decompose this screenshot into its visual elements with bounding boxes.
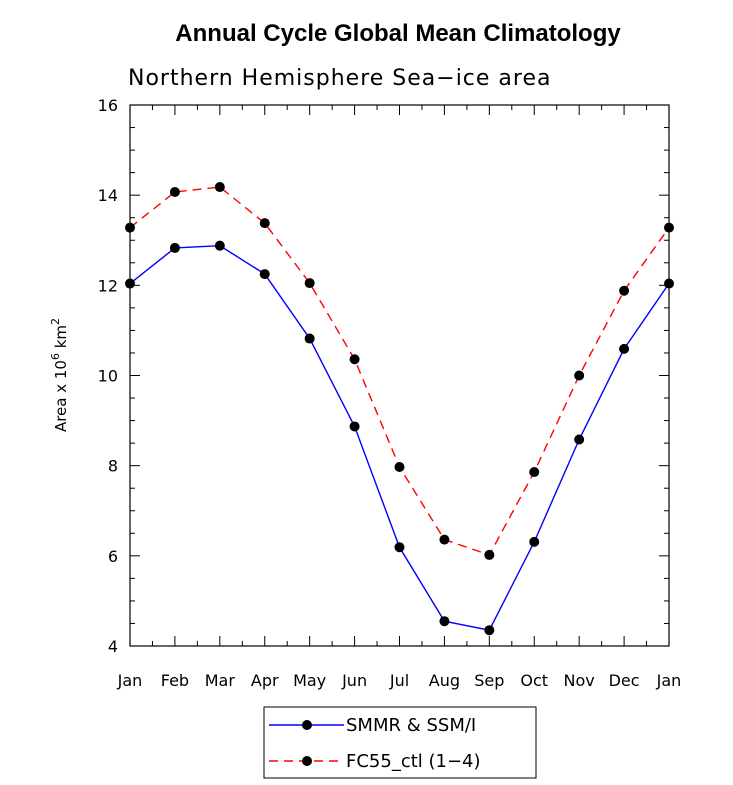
x-tick-label: Jan — [117, 671, 143, 690]
x-tick-label: Jun — [341, 671, 367, 690]
x-tick-label: Dec — [609, 671, 640, 690]
x-tick-label: Feb — [161, 671, 189, 690]
x-tick-label: Aug — [429, 671, 460, 690]
legend-box — [263, 706, 537, 779]
data-point-1 — [484, 549, 495, 560]
data-point-0 — [529, 536, 540, 547]
x-tick-label: Jul — [389, 671, 409, 690]
data-point-0 — [169, 242, 180, 253]
x-tick-label: Mar — [205, 671, 236, 690]
legend-marker-smmr — [302, 720, 312, 730]
data-point-0 — [304, 333, 315, 344]
x-tick-label: Jan — [656, 671, 682, 690]
data-point-0 — [664, 278, 674, 289]
data-point-1 — [304, 278, 315, 289]
y-tick-label: 12 — [98, 276, 118, 295]
y-tick-label: 6 — [108, 547, 118, 566]
chart-subtitle: Northern Hemisphere Sea−ice area — [128, 66, 552, 91]
y-axis-label: Area x 106 km2 — [49, 318, 70, 432]
data-point-0 — [125, 278, 135, 289]
y-tick-label: 10 — [98, 367, 118, 386]
data-point-0 — [439, 616, 450, 627]
plot-frame — [129, 104, 670, 647]
data-point-0 — [349, 421, 360, 432]
legend-marker-fc55 — [302, 756, 312, 766]
y-tick-label: 16 — [98, 96, 118, 115]
y-tick-label: 4 — [108, 637, 118, 656]
data-point-0 — [214, 240, 225, 251]
data-point-1 — [259, 218, 270, 229]
data-point-0 — [619, 343, 630, 354]
chart-title: Annual Cycle Global Mean Climatology — [175, 20, 621, 47]
y-tick-label: 8 — [108, 457, 118, 476]
x-tick-label: Sep — [474, 671, 504, 690]
data-point-0 — [259, 269, 270, 280]
series-line-1 — [129, 186, 670, 556]
data-point-1 — [394, 462, 405, 473]
y-tick-label: 14 — [98, 186, 118, 205]
series-layer — [125, 182, 674, 636]
axes: 4 6 8 10 12 14 16 Jan Feb Mar Apr May Jun Jul Aug Sep Oc… — [98, 96, 682, 690]
x-tick-label: Oct — [520, 671, 548, 690]
data-point-1 — [664, 222, 674, 233]
data-point-1 — [574, 370, 585, 381]
series-line-0 — [129, 244, 670, 632]
data-point-0 — [484, 625, 495, 636]
data-point-1 — [214, 182, 225, 193]
data-point-1 — [619, 285, 630, 296]
data-point-0 — [394, 542, 405, 553]
data-point-1 — [125, 222, 135, 233]
x-tick-label: May — [293, 671, 326, 690]
data-point-1 — [529, 466, 540, 477]
legend-label-fc55: FC55_ctl (1−4) — [346, 751, 481, 772]
x-tick-label: Nov — [564, 671, 595, 690]
data-point-1 — [349, 354, 360, 365]
legend-label-smmr: SMMR & SSM/I — [346, 715, 476, 736]
data-point-0 — [574, 434, 585, 445]
data-point-1 — [169, 187, 180, 198]
data-point-1 — [439, 534, 450, 545]
legend: SMMR & SSM/I FC55_ctl (1−4) — [263, 706, 537, 779]
x-tick-label: Apr — [251, 671, 279, 690]
